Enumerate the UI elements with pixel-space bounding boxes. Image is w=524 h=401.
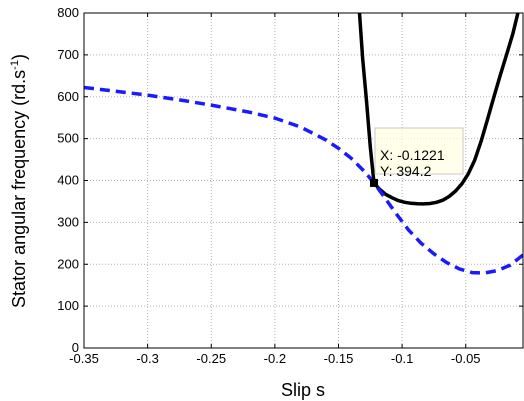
y-tick-label: 700 (57, 47, 79, 62)
y-axis-label-superscript: -1 (9, 60, 21, 70)
x-tick-label: -0.2 (264, 351, 286, 366)
x-tick-label: -0.25 (196, 351, 226, 366)
x-axis: -0.35 -0.3 -0.25 -0.2 -0.15 -0.1 -0.05 (69, 13, 481, 366)
y-axis-label: Stator angular frequency (rd.s-1) (9, 54, 29, 308)
x-axis-label: Slip s (281, 380, 325, 400)
x-tick-label: -0.35 (69, 351, 99, 366)
datatip-marker[interactable] (369, 178, 378, 187)
y-tick-label: 300 (57, 214, 79, 229)
y-tick-label: 400 (57, 173, 79, 188)
x-tick-label: -0.05 (451, 351, 481, 366)
y-axis: 0 100 200 300 400 500 600 700 800 (57, 5, 523, 355)
y-axis-label-close: ) (9, 54, 29, 60)
grid-lines (84, 13, 523, 348)
y-tick-label: 600 (57, 89, 79, 104)
datatip-x-text: X: -0.1221 (380, 147, 445, 163)
x-tick-label: -0.15 (324, 351, 354, 366)
y-tick-label: 100 (57, 298, 79, 313)
y-tick-label: 0 (72, 340, 79, 355)
datatip-y-text: Y: 394.2 (380, 163, 432, 179)
x-tick-label: -0.1 (391, 351, 413, 366)
datatip-box (374, 127, 464, 175)
y-tick-label: 200 (57, 256, 79, 271)
x-tick-label: -0.3 (136, 351, 158, 366)
y-tick-label: 500 (57, 131, 79, 146)
y-tick-label: 800 (57, 5, 79, 20)
y-axis-label-main: Stator angular frequency (rd.s (9, 70, 29, 308)
datatip[interactable]: X: -0.1221 Y: 394.2 (369, 127, 464, 187)
